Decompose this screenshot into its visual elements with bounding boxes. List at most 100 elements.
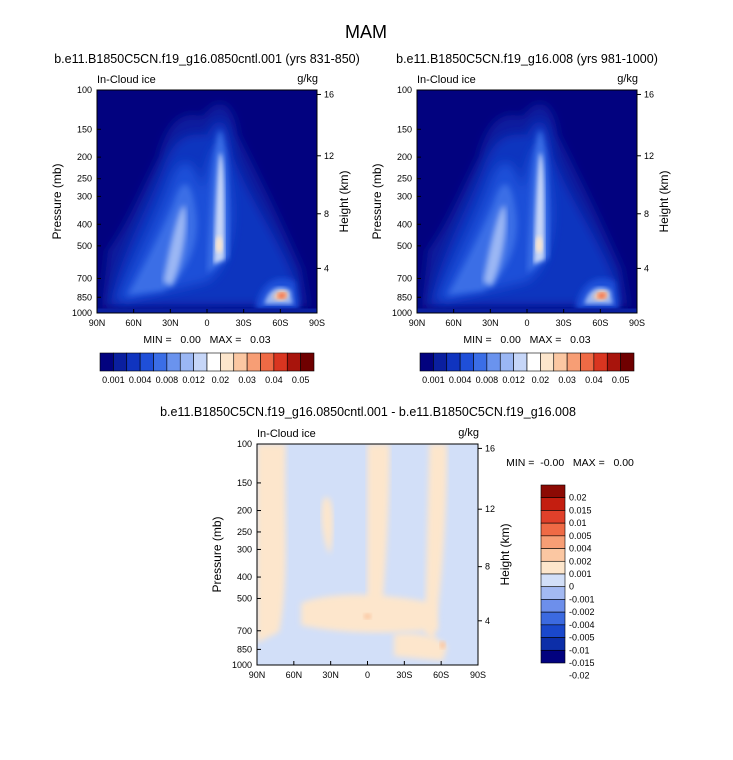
- colorbar-swatch: [459, 352, 474, 372]
- colorbar-swatch: [473, 352, 488, 372]
- colorbar-label: 0.02: [569, 493, 587, 503]
- y2-axis-label: Height (km): [498, 523, 512, 585]
- x-tick-label: 90S: [629, 318, 645, 328]
- x-tick-label: 90S: [309, 318, 325, 328]
- colorbar-swatch: [606, 352, 621, 372]
- y-tick-label: 1000: [72, 308, 92, 318]
- panel-diff-field: [257, 444, 478, 665]
- y-tick-label: 200: [237, 506, 252, 516]
- x-tick-label: 0: [204, 318, 209, 328]
- x-tick-label: 30S: [236, 318, 252, 328]
- colorbar-swatch: [486, 352, 501, 372]
- y2-axis-label: Height (km): [337, 170, 351, 232]
- colorbar-swatch: [540, 573, 566, 588]
- panel-left-field: [97, 90, 317, 313]
- y2-tick-label: 4: [485, 616, 490, 626]
- colorbar-label: 0.02: [532, 375, 550, 385]
- colorbar-swatch: [540, 649, 566, 664]
- panel-right-axes: 90N 60N 30N 0 30S 60S 90S 100 150 200 250 300 400 500…: [370, 85, 671, 328]
- y-tick-label: 1000: [392, 308, 412, 318]
- x-tick-label: 60S: [272, 318, 288, 328]
- colorbar-swatch: [553, 352, 568, 372]
- colorbar-swatch: [566, 352, 581, 372]
- y-tick-label: 500: [397, 241, 412, 251]
- colorbar-label: -0.002: [569, 607, 595, 617]
- y-tick-label: 250: [397, 174, 412, 184]
- colorbar-label: 0.001: [569, 569, 592, 579]
- y-tick-label: 700: [237, 626, 252, 636]
- colorbar-swatch: [540, 352, 555, 372]
- x-tick-label: 30N: [482, 318, 499, 328]
- y2-tick-label: 4: [324, 263, 329, 273]
- y-tick-label: 300: [77, 191, 92, 201]
- y-tick-label: 200: [397, 152, 412, 162]
- colorbar-label: -0.001: [569, 594, 595, 604]
- colorbar-label: 0.05: [292, 375, 310, 385]
- y2-tick-label: 8: [644, 209, 649, 219]
- colorbar-swatch: [540, 586, 566, 600]
- y-axis-label: Pressure (mb): [210, 516, 224, 592]
- panel-diff-variable: In-Cloud ice: [257, 428, 316, 440]
- panel-right-variable: In-Cloud ice: [417, 74, 476, 86]
- panel-right-colorbar: 0.001 0.004 0.008 0.012 0.02 0.03 0.04 0.05: [419, 352, 635, 385]
- colorbar-swatch: [540, 637, 566, 651]
- colorbar-label: -0.02: [569, 671, 590, 681]
- colorbar-label: 0.005: [569, 531, 592, 541]
- y2-tick-label: 4: [644, 263, 649, 273]
- colorbar-label: 0.001: [422, 375, 445, 385]
- colorbar-swatch: [166, 352, 181, 372]
- x-tick-label: 60S: [433, 670, 449, 680]
- panel-right-title: b.e11.B1850C5CN.f19_g16.008 (yrs 981-100…: [396, 52, 658, 66]
- colorbar-swatch: [593, 352, 608, 372]
- colorbar-label: -0.01: [569, 645, 590, 655]
- colorbar-swatch: [540, 497, 566, 511]
- colorbar-swatch: [446, 352, 461, 372]
- panel-left-colorbar: 0.001 0.004 0.008 0.012 0.02 0.03 0.04 0.05: [99, 352, 315, 385]
- y-tick-label: 100: [397, 85, 412, 95]
- colorbar-swatch: [273, 352, 288, 372]
- x-tick-label: 30N: [162, 318, 179, 328]
- x-tick-label: 0: [524, 318, 529, 328]
- y-tick-label: 1000: [232, 660, 252, 670]
- y-tick-label: 100: [237, 439, 252, 449]
- colorbar-label: 0.004: [569, 544, 592, 554]
- colorbar-swatch: [260, 352, 275, 372]
- colorbar-swatch: [179, 352, 194, 372]
- colorbar-swatch: [113, 352, 128, 372]
- colorbar-swatch: [193, 352, 208, 372]
- x-tick-label: 30S: [396, 670, 412, 680]
- x-tick-label: 90N: [89, 318, 106, 328]
- panel-left-minmax: MIN = 0.00 MAX = 0.03: [143, 334, 270, 346]
- panel-left-title: b.e11.B1850C5CN.f19_g16.0850cntl.001 (yr…: [54, 52, 360, 66]
- y-tick-label: 400: [237, 572, 252, 582]
- panel-left-axes: 90N 60N 30N 0 30S 60S 90S 100 150 200 250 300 400 500…: [50, 85, 351, 328]
- colorbar-label: 0.015: [569, 505, 592, 515]
- colorbar-swatch: [513, 352, 528, 372]
- y-axis-label: Pressure (mb): [370, 163, 384, 239]
- colorbar-swatch: [233, 352, 248, 372]
- y2-axis-label: Height (km): [657, 170, 671, 232]
- y-tick-label: 850: [237, 644, 252, 654]
- colorbar-label: 0.002: [569, 556, 592, 566]
- colorbar-swatch: [126, 352, 141, 372]
- y-tick-label: 150: [77, 124, 92, 134]
- y2-tick-label: 16: [324, 89, 334, 99]
- y-tick-label: 850: [397, 292, 412, 302]
- colorbar-swatch: [220, 352, 235, 372]
- y2-tick-label: 12: [324, 151, 334, 161]
- x-tick-label: 90S: [470, 670, 486, 680]
- y2-tick-label: 8: [485, 562, 490, 572]
- colorbar-swatch: [419, 352, 434, 372]
- colorbar-swatch: [540, 611, 566, 626]
- y-tick-label: 500: [237, 593, 252, 603]
- colorbar-label: 0.012: [182, 375, 205, 385]
- panel-diff-title: b.e11.B1850C5CN.f19_g16.0850cntl.001 - b…: [160, 405, 576, 419]
- y-tick-label: 700: [77, 273, 92, 283]
- y-tick-label: 850: [77, 292, 92, 302]
- colorbar-swatch: [540, 548, 566, 562]
- y2-tick-label: 12: [485, 504, 495, 514]
- colorbar-label: 0.02: [212, 375, 230, 385]
- y-tick-label: 500: [77, 241, 92, 251]
- panel-left-variable: In-Cloud ice: [97, 74, 156, 86]
- colorbar-label: 0.03: [238, 375, 256, 385]
